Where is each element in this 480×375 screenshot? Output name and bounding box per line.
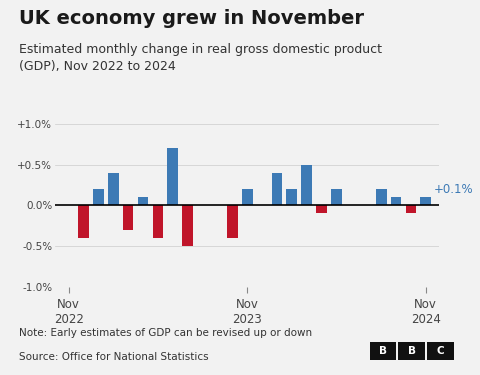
Text: Note: Early estimates of GDP can be revised up or down: Note: Early estimates of GDP can be revi… <box>19 328 312 338</box>
Bar <box>331 189 342 206</box>
Text: +0.1%: +0.1% <box>434 183 474 196</box>
Bar <box>391 197 401 206</box>
Text: Source: Office for National Statistics: Source: Office for National Statistics <box>19 352 209 362</box>
Bar <box>78 206 89 238</box>
Bar <box>316 206 327 213</box>
Bar <box>272 172 282 206</box>
Bar <box>242 189 252 206</box>
Bar <box>108 172 119 206</box>
Bar <box>168 148 178 206</box>
Bar <box>93 189 104 206</box>
Bar <box>182 206 193 246</box>
Bar <box>406 206 416 213</box>
Bar <box>376 189 386 206</box>
Bar <box>420 197 431 206</box>
Bar <box>227 206 238 238</box>
Text: Estimated monthly change in real gross domestic product
(GDP), Nov 2022 to 2024: Estimated monthly change in real gross d… <box>19 43 382 73</box>
Bar <box>301 165 312 206</box>
Bar <box>123 206 133 230</box>
Bar <box>138 197 148 206</box>
Bar <box>153 206 163 238</box>
Text: UK economy grew in November: UK economy grew in November <box>19 9 364 28</box>
Bar <box>287 189 297 206</box>
Text: B: B <box>408 346 416 356</box>
Text: C: C <box>437 346 444 356</box>
Text: B: B <box>379 346 387 356</box>
